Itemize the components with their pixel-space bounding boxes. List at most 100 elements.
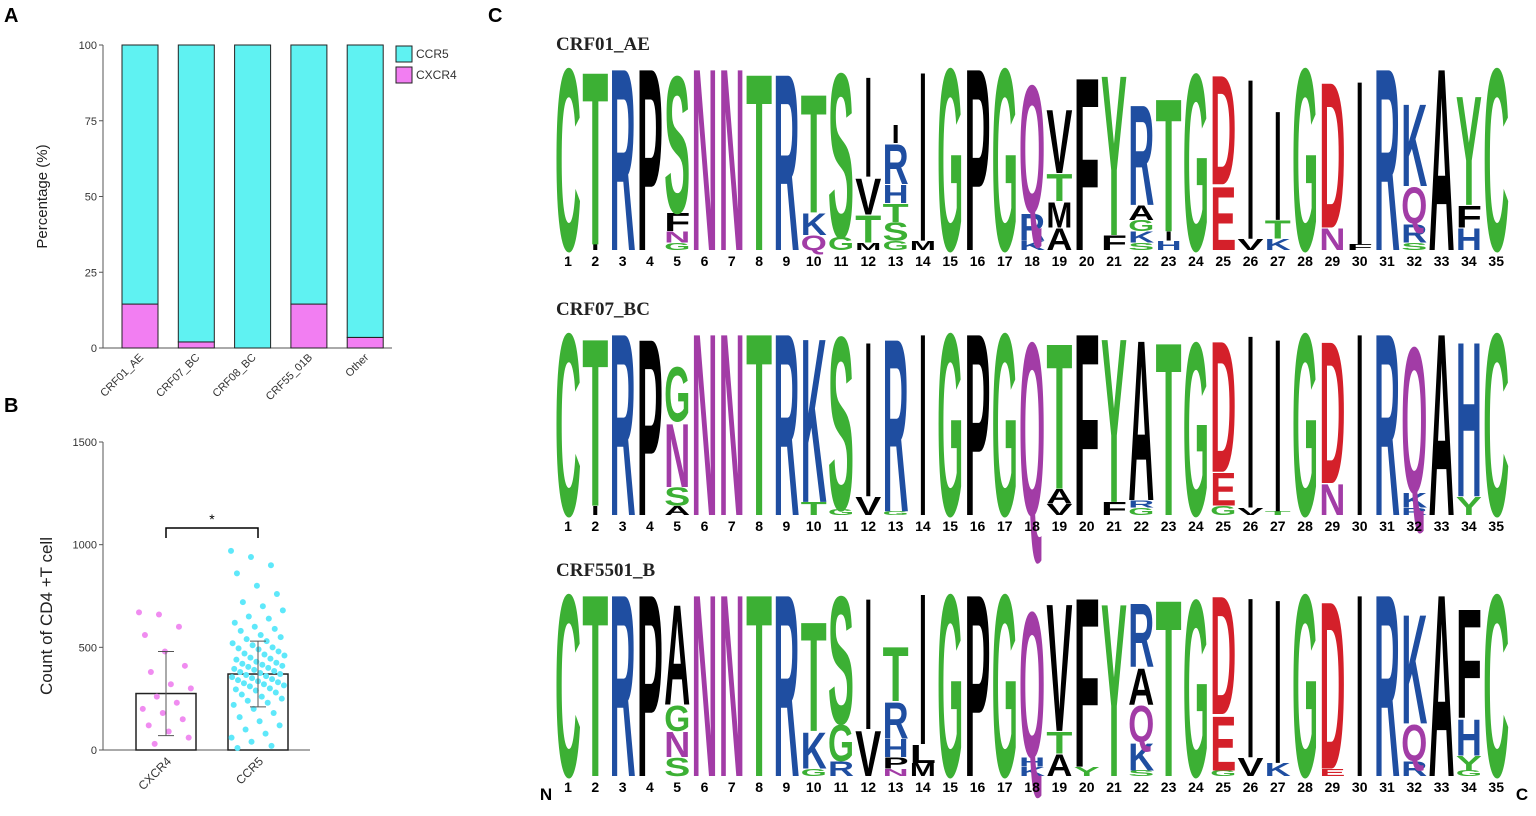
logo-letter: G	[992, 279, 1018, 571]
position-label: 35	[1488, 253, 1504, 269]
logo-letter: G	[1183, 547, 1209, 816]
logo-letter: E	[1210, 168, 1236, 270]
logo-letter: I	[1274, 551, 1282, 814]
logo-letter: T	[582, 20, 608, 297]
position-label: 13	[888, 779, 904, 795]
position-label: 2	[591, 518, 599, 534]
position-label: 16	[970, 253, 986, 269]
logo-letter: G	[937, 14, 963, 306]
logo-letter: M	[910, 238, 936, 253]
logo-letter: Y	[1456, 64, 1482, 238]
logo-letter: R	[773, 279, 799, 571]
logo-letter: E	[1210, 463, 1236, 516]
position-label: 21	[1106, 253, 1122, 269]
position-label: 25	[1215, 518, 1231, 534]
logo-letter: N	[692, 14, 718, 306]
panel-label: A	[4, 5, 18, 27]
data-point	[243, 672, 250, 679]
logo-letter: S	[1128, 769, 1154, 778]
logo-letter: Y	[1074, 764, 1100, 779]
position-label: 34	[1461, 253, 1477, 269]
position-label: 4	[646, 779, 654, 795]
y-tick-label: 0	[91, 343, 97, 355]
data-point	[228, 734, 235, 741]
data-point	[232, 686, 239, 693]
logo-letter: M	[855, 240, 881, 252]
data-point	[256, 718, 263, 725]
position-label: 14	[915, 518, 931, 534]
logo-letter: A	[1128, 201, 1154, 224]
data-point	[279, 607, 286, 614]
position-label: 17	[997, 518, 1013, 534]
data-point	[141, 632, 148, 639]
position-label: 5	[673, 779, 681, 795]
position-label: 3	[619, 518, 627, 534]
y-tick-label: 50	[85, 192, 97, 204]
data-point	[229, 640, 236, 647]
logo-letter: R	[1401, 758, 1427, 781]
position-label: 7	[728, 518, 736, 534]
position-label: 20	[1079, 253, 1095, 269]
data-point	[269, 644, 276, 651]
data-point	[271, 625, 278, 632]
data-point	[173, 699, 180, 706]
data-point	[159, 710, 166, 717]
position-label: 26	[1243, 779, 1259, 795]
logo-letter: T	[855, 207, 881, 251]
logo-letter: T	[801, 499, 827, 519]
data-point	[249, 642, 256, 649]
logo-letter: G	[1183, 21, 1209, 304]
position-label: 8	[755, 779, 763, 795]
data-point	[260, 681, 267, 688]
logo-letter: G	[664, 352, 690, 439]
logo-letter: G	[664, 699, 690, 739]
data-point	[281, 652, 288, 659]
data-point	[275, 648, 282, 655]
logo-letter: I	[1356, 33, 1364, 296]
logo-letter: T	[1046, 726, 1072, 761]
position-label: 15	[942, 779, 958, 795]
logo-letter: T	[1046, 166, 1072, 210]
y-tick-label: 1500	[73, 437, 97, 449]
logo-letter: I	[591, 243, 599, 252]
position-label: 9	[783, 518, 791, 534]
data-point	[251, 666, 258, 673]
logo-letter: R	[828, 758, 854, 781]
position-label: 32	[1407, 518, 1423, 534]
logo-letter: I	[591, 503, 599, 518]
logo-letter: A	[664, 576, 690, 736]
logo-letter: A	[1429, 540, 1455, 816]
logo-letter: F	[1074, 547, 1100, 816]
logo-letter: Y	[1101, 28, 1127, 285]
data-point	[253, 582, 260, 589]
position-label: 8	[755, 518, 763, 534]
bar-segment	[177, 341, 215, 349]
logo-letter: K	[1401, 583, 1427, 757]
logo-letter: P	[965, 279, 991, 571]
logo-letter: I	[1165, 229, 1173, 244]
position-label: 26	[1243, 253, 1259, 269]
logo-letter: I	[864, 560, 872, 770]
position-label: 9	[783, 779, 791, 795]
logo-letter: I	[1247, 33, 1255, 289]
logo-letter: M	[910, 760, 936, 780]
data-point	[267, 655, 274, 662]
logo-letter: T	[801, 590, 827, 764]
logo-letter: A	[1046, 749, 1072, 784]
data-point	[234, 744, 241, 751]
position-label: 33	[1434, 779, 1450, 795]
logo-letter: K	[1401, 80, 1427, 211]
y-tick-label: 75	[85, 116, 97, 128]
position-label: 18	[1024, 779, 1040, 795]
logo-letter: E	[1319, 766, 1345, 778]
data-point	[155, 611, 162, 618]
data-point	[228, 547, 234, 554]
position-label: 23	[1161, 253, 1177, 269]
logo-letter: C	[1483, 14, 1509, 306]
logo-letter: Y	[1101, 552, 1127, 816]
logo-letter: S	[1128, 240, 1154, 252]
logo-letter: C	[1483, 279, 1509, 571]
data-point	[245, 613, 252, 620]
data-point	[274, 679, 281, 686]
logo-letter: D	[1319, 300, 1345, 527]
